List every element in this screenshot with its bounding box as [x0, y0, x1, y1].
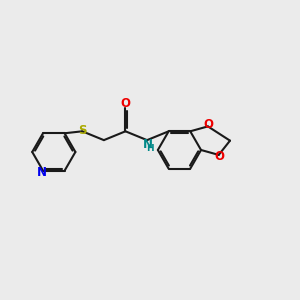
- Text: O: O: [214, 150, 224, 163]
- Text: O: O: [121, 97, 130, 110]
- Text: O: O: [203, 118, 213, 131]
- Text: S: S: [79, 124, 87, 137]
- Text: N: N: [37, 166, 47, 178]
- Text: H: H: [146, 145, 153, 154]
- Text: N: N: [142, 138, 152, 151]
